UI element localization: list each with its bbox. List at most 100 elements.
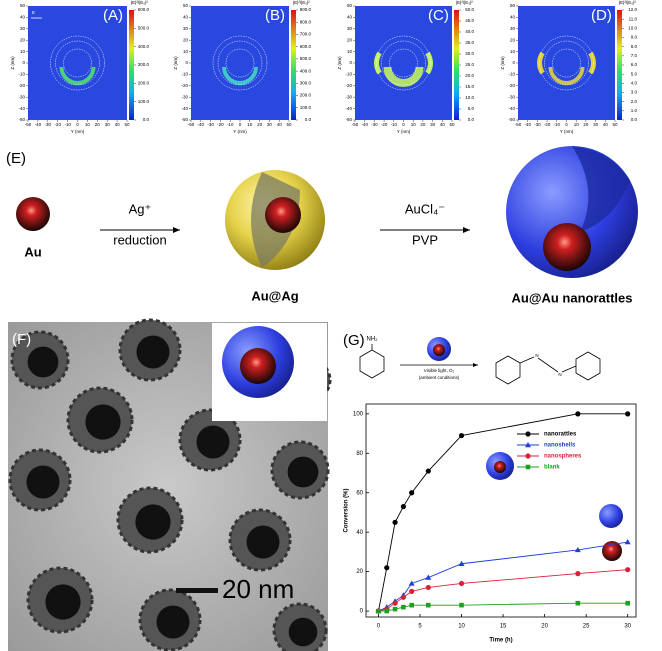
y-tick-label: -20 (181, 83, 188, 88)
x-tick-label: 30 (105, 122, 111, 127)
colorbar-tick-label: 5.0 (468, 106, 475, 111)
colorbar-tick-label: 40.0 (465, 29, 474, 34)
y-tick-label: 10 (20, 49, 26, 54)
x-tick-label: 40 (115, 122, 121, 127)
y-tick-label: -50 (345, 117, 352, 122)
x-tick-label: 20 (541, 624, 548, 630)
x-axis-label: Y (nm) (560, 129, 574, 134)
colorbar-tick-label: 10.0 (628, 26, 637, 31)
colorbar-tick-label: 400.0 (300, 68, 312, 73)
au-core (265, 197, 301, 233)
y-tick-label: 20 (347, 37, 353, 42)
field-map (191, 6, 289, 120)
y-tick-label: -30 (181, 94, 188, 99)
x-tick-label: 0 (76, 122, 79, 127)
colorbar-tick-label: 7.0 (631, 53, 638, 58)
x-tick-label: 0 (565, 122, 568, 127)
particle-core (85, 404, 121, 440)
y-tick-label: 50 (20, 3, 26, 8)
x-tick-label: -10 (554, 122, 561, 127)
y-tick-label: 50 (183, 3, 189, 8)
x-tick-label: -50 (188, 122, 195, 127)
y-axis-label: Z (nm) (500, 56, 505, 70)
shell-outline (389, 48, 418, 78)
y-tick-label: -50 (181, 117, 188, 122)
point (458, 580, 465, 587)
x-tick-label: -40 (198, 122, 205, 127)
y-tick-label: 30 (20, 26, 26, 31)
y-tick-label: 60 (356, 490, 363, 496)
point (425, 584, 431, 591)
point (458, 432, 465, 439)
colorbar-tick-label: 25.0 (465, 62, 474, 67)
point (458, 560, 465, 566)
scale-bar (176, 588, 218, 593)
legend-label: nanoshells (544, 443, 576, 449)
x-tick-label: -20 (217, 122, 224, 127)
shell-outline (217, 40, 263, 86)
y-tick-label: -10 (508, 72, 515, 77)
field-map (28, 6, 127, 120)
y-tick-label: 30 (510, 26, 516, 31)
colorbar-tick-label: 15.0 (465, 84, 474, 89)
x-tick-label: 5 (418, 624, 422, 630)
x-tick-label: 30 (267, 122, 273, 127)
y-tick-label: -10 (18, 72, 25, 77)
x-tick-label: -50 (25, 122, 32, 127)
colorbar-title: |E|²/|E₀|² (293, 0, 310, 5)
colorbar-tick-label: 200.0 (138, 81, 150, 86)
point (400, 594, 406, 600)
x-tick-label: -40 (524, 122, 531, 127)
y-tick-label: 10 (510, 49, 516, 54)
colorbar-tick-label: 800.0 (300, 19, 312, 24)
y-tick-label: -30 (508, 94, 515, 99)
point (625, 411, 631, 417)
x-tick-label: 30 (593, 122, 599, 127)
colorbar-title: |E|²/|E₀|² (131, 0, 148, 5)
x-tick-label: 25 (583, 624, 590, 630)
legend-marker (525, 464, 531, 470)
point (625, 567, 631, 573)
colorbar-tick-label: 900.0 (300, 7, 312, 12)
point (459, 602, 464, 608)
x-tick-label: -50 (352, 122, 359, 127)
y-axis-label: Z (nm) (173, 56, 178, 70)
y-axis-label: Z (nm) (10, 56, 15, 70)
condition: reduction (113, 232, 166, 247)
field-maps: (A)E-50 -40 -30 -20 -10 0 10 20 30 40 50-50-40-30-… (10, 0, 637, 134)
legend-label: nanorattles (544, 432, 577, 438)
y-tick-label: -30 (345, 94, 352, 99)
shell-outline (63, 48, 92, 78)
catalyst-core (433, 344, 445, 356)
y-tick-label: -50 (508, 117, 515, 122)
particle-core (246, 525, 280, 559)
cutaway (572, 146, 630, 232)
atom: N (535, 353, 538, 358)
x-tick-label: 50 (124, 122, 130, 127)
colorbar-tick-label: 1.0 (631, 108, 638, 113)
y-tick-label: 50 (347, 3, 353, 8)
x-tick-label: 0 (402, 122, 405, 127)
shell-outline (50, 35, 105, 91)
point (575, 600, 581, 606)
colorbar-tick-label: 20.0 (465, 73, 474, 78)
condition: Visible light, O₂ (424, 368, 455, 373)
colorbar-tick-label: 9.0 (631, 35, 638, 40)
species-label: Au@Ag (251, 288, 298, 303)
condition: (ambient conditions) (419, 375, 460, 380)
series-line (378, 602, 628, 612)
x-tick-label: 10 (247, 122, 253, 127)
series-line (378, 541, 628, 612)
point (401, 604, 406, 610)
y-tick-label: -40 (508, 106, 515, 111)
legend-marker (525, 442, 531, 448)
x-tick-label: -20 (544, 122, 551, 127)
reagent: AuCl₄⁻ (405, 201, 445, 216)
x-tick-label: 50 (449, 122, 455, 127)
x-tick-label: 30 (430, 122, 436, 127)
shell-outline (225, 48, 255, 78)
hotspot (548, 66, 585, 85)
amine-group: NH₂ (367, 337, 379, 343)
y-tick-label: -50 (18, 117, 25, 122)
particle-core (156, 605, 190, 639)
